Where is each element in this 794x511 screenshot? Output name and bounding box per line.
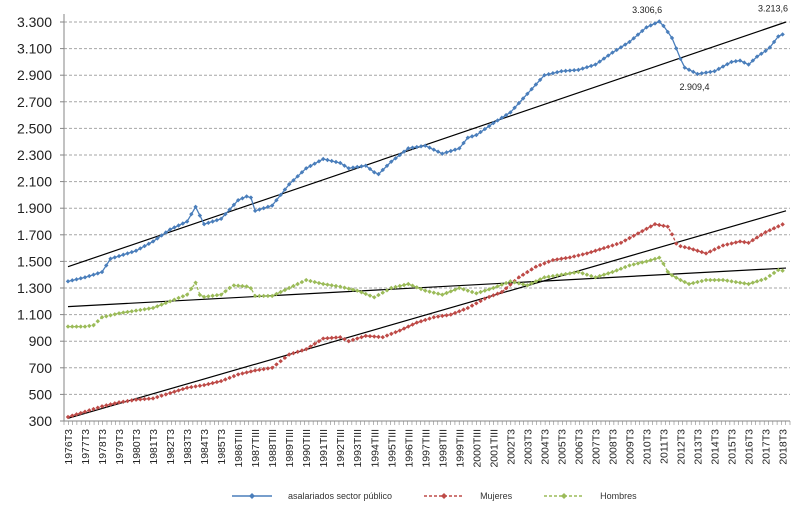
x-axis: 1976T3 1977T3 1978T3 1979T3 1980T3 1981T3 1982…	[63, 420, 791, 468]
x-tick-label: 2013T3	[693, 429, 705, 465]
x-tick-label: 1983T3	[182, 429, 194, 465]
y-tick-label: 2.700	[17, 94, 52, 110]
x-tick-label: 2005T3	[556, 429, 568, 465]
x-tick-label: 2011T3	[658, 429, 670, 464]
x-tick-label: 1984T3	[199, 429, 211, 465]
legend-line-marker-icon	[424, 493, 465, 499]
gridlines	[64, 21, 790, 395]
x-tick-label: 1995TIII	[386, 429, 398, 468]
data-label: 2.909,4	[680, 82, 710, 92]
legend: asalariados sector público Mujeres Hombr…	[230, 491, 637, 501]
x-tick-label: 1994TIII	[369, 429, 381, 468]
y-tick-label: 500	[29, 386, 53, 402]
legend-item-asalariados: asalariados sector público	[230, 491, 392, 501]
x-tick-label: 2008T3	[607, 429, 619, 465]
series-1	[65, 221, 785, 420]
trendline	[67, 267, 787, 308]
legend-item-hombres: Hombres	[542, 491, 637, 501]
data-label: 3.213,6	[758, 3, 788, 13]
legend-line-marker-icon	[544, 493, 585, 499]
x-tick-label: 1988TIII	[267, 429, 279, 468]
trendline	[67, 210, 787, 419]
x-tick-label: 2018T3	[778, 429, 790, 465]
series-2	[65, 255, 785, 329]
x-tick-label: 1976T3	[63, 429, 75, 465]
x-tick-label: 1985T3	[216, 429, 228, 465]
x-tick-label: 1991TIII	[318, 429, 330, 468]
y-tick-label: 1.900	[17, 200, 52, 216]
y-axis: 300 500 700 900 1.100 1.300 1.500 1.700 1.900 2.1…	[17, 14, 65, 429]
x-tick-label: 2017T3	[761, 429, 773, 465]
x-tick-label: 1980T3	[131, 429, 143, 465]
x-tick-label: 1986TIII	[233, 429, 245, 468]
y-tick-label: 2.300	[17, 147, 52, 163]
x-tick-label: 2001TIII	[488, 429, 500, 468]
x-tick-label: 1987TIII	[250, 429, 262, 468]
y-tick-label: 300	[29, 413, 53, 429]
x-tick-label: 1999TIII	[454, 429, 466, 468]
y-tick-label: 1.100	[17, 307, 52, 323]
legend-label: Hombres	[600, 491, 637, 501]
y-tick-label: 2.500	[17, 120, 52, 136]
x-tick-label: 1978T3	[97, 429, 109, 465]
x-tick-label: 2012T3	[676, 429, 688, 465]
y-tick-label: 2.100	[17, 174, 52, 190]
y-tick-label: 700	[29, 360, 53, 376]
y-tick-label: 1.500	[17, 253, 52, 269]
x-tick-label: 2014T3	[710, 429, 722, 465]
x-tick-label: 2010T3	[641, 429, 653, 465]
legend-label: Mujeres	[480, 491, 513, 501]
data-label: 3.306,6	[632, 5, 662, 15]
y-tick-label: 3.100	[17, 41, 52, 57]
x-tick-label: 2006T3	[573, 429, 585, 465]
legend-line-marker-icon	[232, 493, 272, 499]
x-tick-label: 1998TIII	[437, 429, 449, 468]
x-tick-label: 2003T3	[522, 429, 534, 465]
x-tick-label: 1981T3	[148, 429, 160, 465]
x-tick-label: 1982T3	[165, 429, 177, 465]
x-tick-label: 2004T3	[539, 429, 551, 465]
x-tick-label: 1979T3	[114, 429, 126, 465]
data-series	[65, 19, 785, 420]
x-tick-label: 1992TIII	[335, 429, 347, 468]
legend-label: asalariados sector público	[288, 491, 393, 501]
x-tick-label: 1997TIII	[420, 429, 432, 468]
x-tick-label: 2009T3	[624, 429, 636, 465]
x-tick-label: 1989TIII	[284, 429, 296, 468]
y-tick-label: 3.300	[17, 14, 52, 30]
x-tick-label: 2007T3	[590, 429, 602, 465]
y-tick-label: 2.900	[17, 67, 52, 83]
trendlines	[67, 21, 787, 419]
x-tick-label: 2002T3	[505, 429, 517, 465]
annotations: 3.306,6 3.213,6 2.909,4	[632, 3, 788, 91]
legend-item-mujeres: Mujeres	[422, 491, 512, 501]
x-tick-label: 1977T3	[80, 429, 92, 465]
x-tick-label: 1993TIII	[352, 429, 364, 468]
x-tick-label: 2000TIII	[471, 429, 483, 468]
series-0	[65, 19, 785, 284]
x-tick-label: 1990TIII	[301, 429, 313, 468]
y-tick-label: 1.700	[17, 227, 52, 243]
y-tick-label: 900	[29, 333, 53, 349]
trendline	[67, 21, 787, 268]
x-tick-label: 1996TIII	[403, 429, 415, 468]
x-tick-label: 2015T3	[727, 429, 739, 465]
x-tick-label: 2016T3	[744, 429, 756, 465]
y-tick-label: 1.300	[17, 280, 52, 296]
